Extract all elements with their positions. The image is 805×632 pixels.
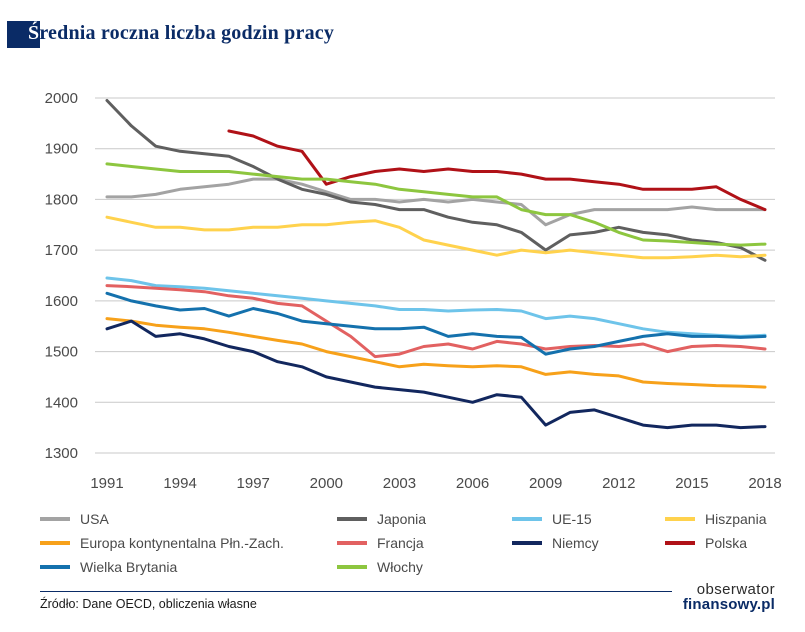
obserwatorfinansowy-logo[interactable]: obserwator finansowy.pl xyxy=(683,582,775,612)
y-axis-tick-label: 1500 xyxy=(45,344,78,361)
legend-label: Europa kontynentalna Płn.-Zach. xyxy=(80,534,284,551)
legend-item-wlochy: Włochy xyxy=(337,558,512,575)
y-axis-tick-label: 1700 xyxy=(45,242,78,259)
legend-swatch-europa-kontynentalna xyxy=(40,540,70,545)
legend-swatch-francja xyxy=(337,540,367,545)
x-axis-tick-label: 1997 xyxy=(237,475,270,492)
title-accent-block xyxy=(7,21,40,48)
legend-swatch-hiszpania xyxy=(665,516,695,521)
y-axis-tick-label: 2000 xyxy=(45,90,78,107)
legend-swatch-polska xyxy=(665,540,695,545)
page-title-first-letter: Ś xyxy=(28,22,40,44)
x-axis-tick-label: 2018 xyxy=(748,475,781,492)
legend-label: Polska xyxy=(705,534,748,551)
legend-swatch-niemcy xyxy=(512,540,542,545)
legend-label: Włochy xyxy=(377,558,423,575)
x-axis-tick-label: 2012 xyxy=(602,475,635,492)
legend-swatch-japonia xyxy=(337,516,367,521)
legend-item-polska: Polska xyxy=(665,534,777,551)
series-line-polska xyxy=(227,129,767,212)
legend-swatch-ue-15 xyxy=(512,516,542,521)
logo-line1: obserwator xyxy=(696,581,775,598)
logo-line2: finansowy.pl xyxy=(682,596,775,613)
y-axis-tick-label: 1800 xyxy=(45,191,78,208)
y-axis-tick-label: 1600 xyxy=(45,293,78,310)
y-axis-tick-label: 1300 xyxy=(45,445,78,462)
x-axis-tick-label: 2003 xyxy=(383,475,416,492)
x-axis-tick-label: 2009 xyxy=(529,475,562,492)
x-axis-tick-label: 2000 xyxy=(310,475,343,492)
series-line-niemcy xyxy=(105,319,767,430)
series-line-japonia xyxy=(105,99,767,262)
legend-item-hiszpania: Hiszpania xyxy=(665,510,777,527)
legend-swatch-usa xyxy=(40,516,70,521)
legend-item-ue-15: UE-15 xyxy=(512,510,665,527)
series-line-ue-15 xyxy=(105,276,767,338)
chart-legend: USA Japonia UE-15 Hiszpania Europa kontynent… xyxy=(40,510,777,575)
legend-item-usa: USA xyxy=(40,510,337,527)
legend-label: UE-15 xyxy=(552,510,592,527)
y-axis-tick-label: 1900 xyxy=(45,141,78,158)
legend-label: Wielka Brytania xyxy=(80,558,178,575)
x-axis-tick-label: 2006 xyxy=(456,475,489,492)
series-line-usa xyxy=(105,177,767,227)
x-axis-tick-label: 2015 xyxy=(675,475,708,492)
legend-label: Hiszpania xyxy=(705,510,767,527)
x-axis-tick-label: 1991 xyxy=(90,475,123,492)
line-chart: 1300 1400 1500 1600 1700 1800 1900 2000 1991 1994… xyxy=(45,90,782,492)
legend-item-europa-kontynentalna: Europa kontynentalna Płn.-Zach. xyxy=(40,534,337,551)
legend-swatch-wlochy xyxy=(337,564,367,569)
series-line-wlochy xyxy=(105,162,767,247)
legend-item-niemcy: Niemcy xyxy=(512,534,665,551)
legend-label: Niemcy xyxy=(552,534,599,551)
series-line-europa-kontynentalna xyxy=(105,317,767,389)
y-axis-tick-label: 1400 xyxy=(45,394,78,411)
page-title: Średnia roczna liczba godzin pracy xyxy=(28,22,334,45)
series-line-francja xyxy=(105,284,767,359)
legend-label: Japonia xyxy=(377,510,427,527)
page-title-rest: rednia roczna liczba godzin pracy xyxy=(39,22,335,44)
legend-label: USA xyxy=(80,510,109,527)
legend-item-japonia: Japonia xyxy=(337,510,512,527)
legend-label: Francja xyxy=(377,534,424,551)
series-line-wielka-brytania xyxy=(105,291,767,356)
legend-item-francja: Francja xyxy=(337,534,512,551)
legend-item-wielka-brytania: Wielka Brytania xyxy=(40,558,337,575)
source-note: Źródło: Dane OECD, obliczenia własne xyxy=(40,597,257,611)
legend-swatch-wielka-brytania xyxy=(40,564,70,569)
footer-divider xyxy=(40,591,672,592)
series-line-hiszpania xyxy=(105,215,767,260)
x-axis-tick-label: 1994 xyxy=(163,475,196,492)
